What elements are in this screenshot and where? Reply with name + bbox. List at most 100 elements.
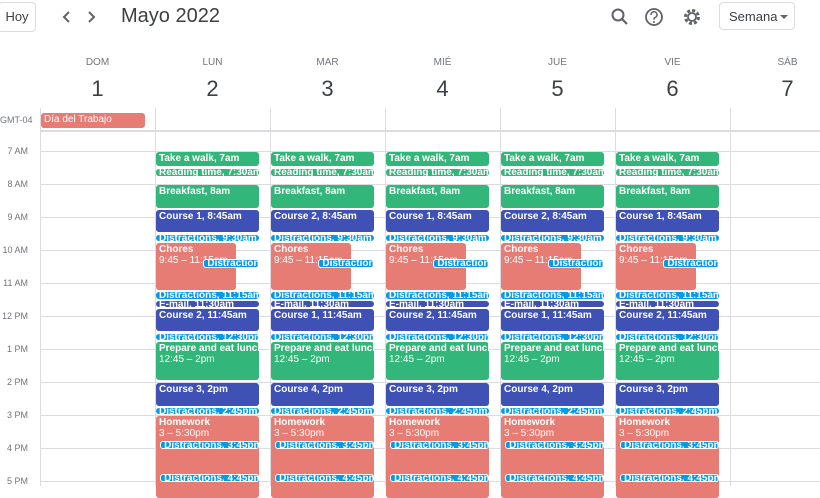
event[interactable]: Distractions, 3:45pm [620, 440, 719, 449]
event[interactable]: Distractions, 9:30am [386, 234, 489, 242]
event[interactable]: Distractions, 12:30pm [386, 333, 489, 341]
day-number[interactable]: 4 [436, 76, 449, 101]
event[interactable]: Distractions, 2:45pm [271, 407, 374, 415]
event[interactable]: Distractions, 9:30am [271, 234, 374, 242]
event[interactable]: Distractions, 4:45pm [160, 473, 259, 482]
all-day-event[interactable]: Día del Trabajo [41, 113, 145, 128]
event[interactable]: Chores 9:45 – 11:15am [616, 242, 697, 290]
event[interactable]: Course 2, 8:45am [501, 209, 604, 232]
event[interactable]: Reading time, 7:30am [156, 169, 259, 177]
day-number[interactable]: 7 [781, 76, 794, 101]
event[interactable]: E-mail, 11:30am [501, 300, 604, 307]
event[interactable]: Reading time, 7:30am [271, 169, 374, 177]
event[interactable]: Take a walk, 7am [616, 152, 719, 166]
event[interactable]: E-mail, 11:30am [271, 300, 374, 307]
event[interactable]: Distractions, 12:30pm [271, 333, 374, 341]
event[interactable]: Distractions, 2:45pm [386, 407, 489, 415]
event[interactable]: Distractions, 11:15am [271, 292, 374, 299]
day-number[interactable]: 5 [551, 76, 564, 101]
event[interactable]: Distractions, 12:30pm [156, 333, 259, 341]
event[interactable]: Distractions, 2:45pm [156, 407, 259, 415]
settings-icon[interactable] [684, 9, 700, 25]
event[interactable]: Breakfast, 8am [271, 185, 374, 208]
event[interactable]: Distractions, 11:15am [156, 292, 259, 299]
day-number[interactable]: 3 [321, 76, 334, 101]
event[interactable]: Course 1, 8:45am [616, 209, 719, 232]
event[interactable]: Distractions, 2:45pm [501, 407, 604, 415]
event[interactable]: Course 2, 11:45am [616, 308, 719, 331]
event[interactable]: Distractions, 4:45pm [505, 473, 604, 482]
event[interactable]: Take a walk, 7am [271, 152, 374, 166]
column-line [155, 108, 156, 486]
event[interactable]: Reading time, 7:30am [616, 169, 719, 177]
prev-arrow[interactable] [62, 11, 70, 23]
event[interactable]: Course 4, 2pm [501, 383, 604, 406]
event[interactable]: Homework 3 – 5:30pm [156, 416, 259, 498]
event[interactable]: Course 2, 8:45am [271, 209, 374, 232]
event[interactable]: Distractions [433, 259, 489, 269]
event[interactable]: Breakfast, 8am [616, 185, 719, 208]
event[interactable]: Distractions [548, 259, 604, 269]
event[interactable]: Distractions, 2:45pm [616, 407, 719, 415]
event[interactable]: Distractions, 12:30pm [501, 333, 604, 341]
event[interactable]: Breakfast, 8am [501, 185, 604, 208]
event[interactable]: E-mail, 11:30am [156, 300, 259, 307]
day-number[interactable]: 2 [206, 76, 219, 101]
event[interactable]: Distractions, 3:45pm [505, 440, 604, 449]
event[interactable]: Reading time, 7:30am [501, 169, 604, 177]
event[interactable]: Reading time, 7:30am [386, 169, 489, 177]
view-selector[interactable]: Semana [719, 2, 795, 30]
event[interactable]: Homework 3 – 5:30pm [616, 416, 719, 498]
event[interactable]: E-mail, 11:30am [616, 300, 719, 307]
event[interactable]: Course 1, 8:45am [156, 209, 259, 232]
event[interactable]: Prepare and eat lunch 12:45 – 2pm [501, 341, 604, 381]
event[interactable]: Homework 3 – 5:30pm [386, 416, 489, 498]
event[interactable]: Course 1, 11:45am [501, 308, 604, 331]
event[interactable]: Course 1, 11:45am [271, 308, 374, 331]
next-arrow[interactable] [88, 11, 96, 23]
event[interactable]: Distractions [663, 259, 719, 269]
event[interactable]: Homework 3 – 5:30pm [501, 416, 604, 498]
event[interactable]: Course 4, 2pm [271, 383, 374, 406]
day-number[interactable]: 6 [666, 76, 679, 101]
event[interactable]: Course 3, 2pm [616, 383, 719, 406]
event[interactable]: Course 3, 2pm [386, 383, 489, 406]
event[interactable]: Distractions [203, 259, 259, 269]
event[interactable]: Course 2, 11:45am [386, 308, 489, 331]
event[interactable]: Take a walk, 7am [156, 152, 259, 166]
event[interactable]: Distractions [318, 259, 374, 269]
event[interactable]: Prepare and eat lunch 12:45 – 2pm [156, 341, 259, 381]
today-button[interactable]: Hoy [0, 2, 36, 32]
event[interactable]: Distractions, 4:45pm [620, 473, 719, 482]
event[interactable]: Distractions, 3:45pm [275, 440, 374, 449]
day-number[interactable]: 1 [91, 76, 104, 101]
column-line [615, 108, 616, 486]
event[interactable]: Distractions, 9:30am [616, 234, 719, 242]
event[interactable]: Distractions, 3:45pm [160, 440, 259, 449]
event[interactable]: Distractions, 9:30am [501, 234, 604, 242]
event[interactable]: Take a walk, 7am [386, 152, 489, 166]
event[interactable]: Breakfast, 8am [156, 185, 259, 208]
event[interactable]: Distractions, 11:15am [386, 292, 489, 299]
event[interactable]: Distractions, 11:15am [616, 292, 719, 299]
help-icon[interactable] [645, 8, 663, 26]
event[interactable]: Distractions, 9:30am [156, 234, 259, 242]
event[interactable]: Prepare and eat lunch 12:45 – 2pm [386, 341, 489, 381]
event[interactable]: Course 2, 11:45am [156, 308, 259, 331]
event[interactable]: Take a walk, 7am [501, 152, 604, 166]
event[interactable]: Distractions, 11:15am [501, 292, 604, 299]
event[interactable]: Course 3, 2pm [156, 383, 259, 406]
event[interactable]: Prepare and eat lunch 12:45 – 2pm [616, 341, 719, 381]
event[interactable]: Course 1, 8:45am [386, 209, 489, 232]
event-title: Prepare and eat lunch [274, 342, 374, 354]
event[interactable]: Distractions, 3:45pm [390, 440, 489, 449]
event[interactable]: Distractions, 4:45pm [275, 473, 374, 482]
event[interactable]: Prepare and eat lunch 12:45 – 2pm [271, 341, 374, 381]
search-icon[interactable] [611, 8, 628, 25]
event[interactable]: Distractions, 4:45pm [390, 473, 489, 482]
event[interactable]: Breakfast, 8am [386, 185, 489, 208]
event[interactable]: E-mail, 11:30am [386, 300, 489, 307]
event[interactable]: Homework 3 – 5:30pm [271, 416, 374, 498]
event[interactable]: Distractions, 12:30pm [616, 333, 719, 341]
